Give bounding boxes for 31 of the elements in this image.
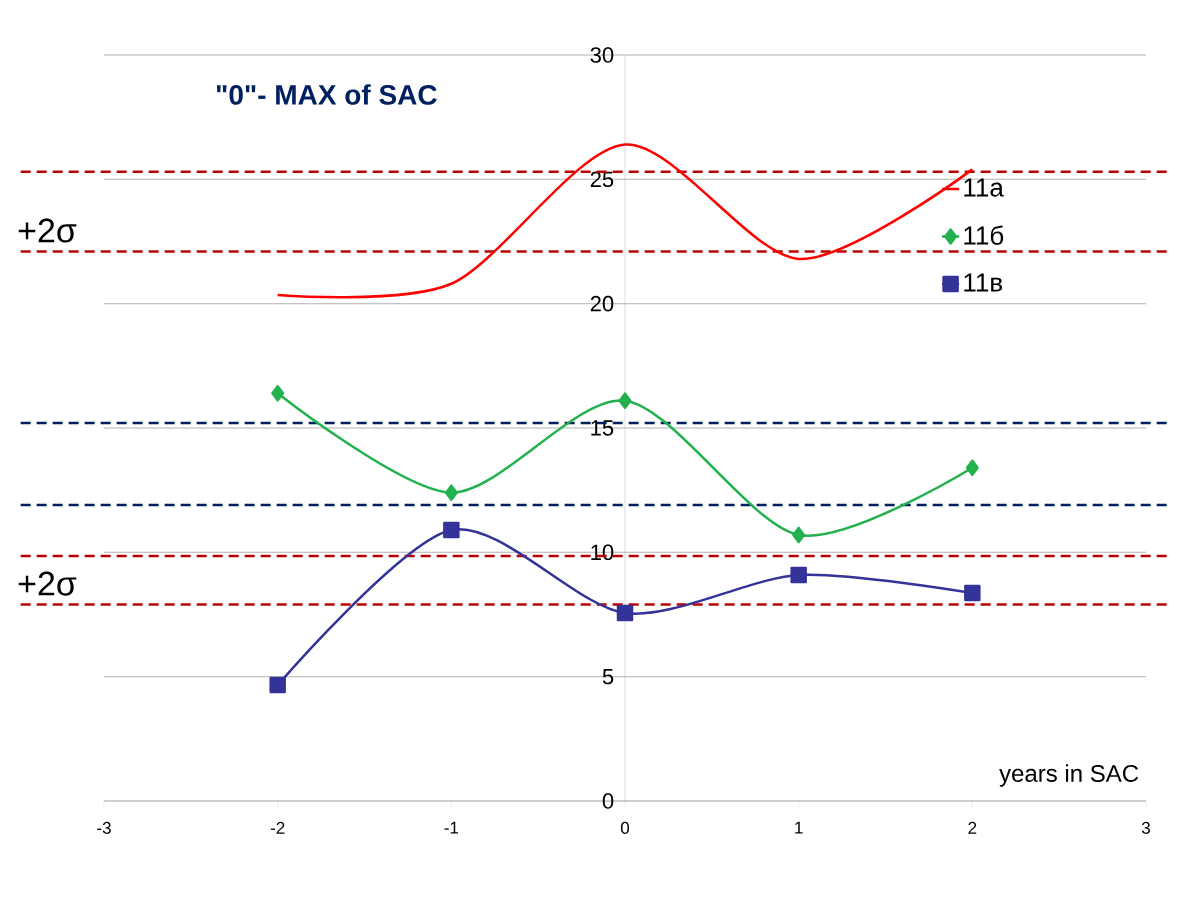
y-tick-label: 25: [590, 171, 614, 188]
x-tick-label: -3: [97, 821, 111, 834]
legend-label: 11б: [964, 225, 1004, 245]
x-tick-label: 0: [620, 821, 630, 834]
text: "0"- MAX of SAC: [216, 84, 437, 105]
y-tick-label: 10: [591, 544, 614, 561]
y-tick-label: 0: [602, 793, 614, 809]
legend-label: 11а: [964, 178, 1004, 197]
y-tick-label: 15: [591, 420, 614, 436]
point: [965, 459, 979, 477]
y-tick-label: 20: [590, 295, 614, 312]
x-tick-label: -1: [444, 821, 459, 834]
point: [964, 584, 981, 602]
x-tick-label: 3: [1141, 821, 1150, 834]
point: [271, 384, 285, 402]
point: [269, 676, 286, 694]
point: [443, 521, 460, 539]
x-tick-label: -2: [270, 821, 285, 834]
point: [616, 604, 634, 622]
x-axis-title: years in SAC: [999, 764, 1139, 787]
x-tick-label: 1: [795, 821, 803, 834]
ref-line-label: +2σ: [18, 571, 77, 596]
point: [790, 566, 807, 584]
x-tick-label: 2: [968, 821, 977, 834]
legend-label: 11в: [964, 273, 1003, 292]
point: [618, 392, 632, 409]
point: [792, 526, 806, 544]
ref-line-label: +2σ: [18, 218, 77, 243]
y-tick-label: 5: [602, 668, 614, 685]
point: [444, 484, 458, 501]
y-tick-label: 30: [590, 47, 614, 63]
